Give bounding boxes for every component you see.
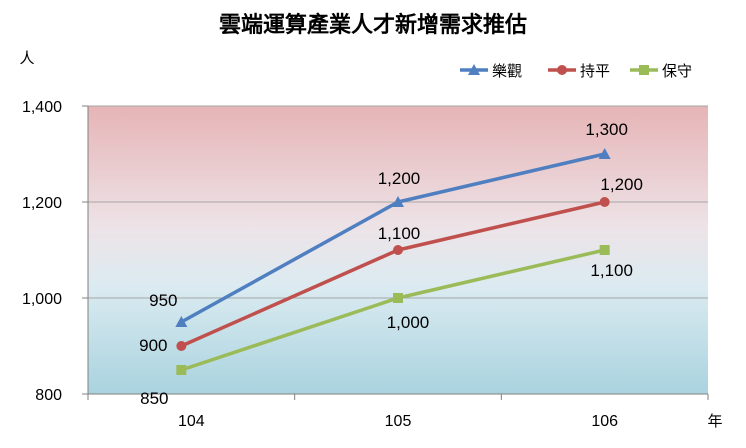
data-label: 1,000 (387, 313, 430, 332)
legend-marker (468, 64, 480, 75)
x-tick-label: 106 (591, 413, 618, 430)
legend: 樂觀 持平 保守 (460, 62, 692, 80)
legend-marker (557, 65, 567, 75)
series-樂觀: 950 1,200 1,300 (149, 120, 628, 327)
legend-marker (639, 65, 649, 75)
data-label: 1,100 (590, 261, 633, 280)
legend-label: 持平 (580, 62, 610, 80)
data-point (393, 245, 403, 255)
legend-label: 保守 (662, 62, 692, 80)
data-point (392, 196, 404, 207)
y-axis-unit: 人 (19, 49, 34, 67)
data-point (175, 316, 188, 327)
x-tick-label: 104 (178, 413, 205, 430)
legend-item: 樂觀 (460, 62, 522, 80)
data-label: 850 (140, 389, 168, 408)
legend-item: 保守 (630, 62, 692, 80)
data-label: 1,200 (600, 175, 643, 194)
data-label: 1,100 (378, 224, 421, 243)
data-point (393, 293, 403, 303)
y-tick-label: 1,200 (22, 195, 62, 212)
data-point (598, 148, 611, 159)
series-保守: 850 1,000 1,100 (140, 245, 633, 408)
data-point (599, 245, 610, 255)
data-point (176, 341, 187, 351)
x-axis-unit: 年 (707, 412, 722, 430)
legend-item: 持平 (548, 62, 610, 80)
data-label: 1,300 (585, 120, 628, 139)
data-point (176, 365, 187, 375)
y-tick-label: 1,400 (22, 99, 62, 116)
series-持平: 900 1,100 1,200 (139, 175, 643, 355)
chart-title: 雲端運算產業人才新增需求推估 (219, 12, 527, 38)
data-label: 900 (139, 336, 167, 355)
y-tick-label: 1,000 (22, 291, 62, 308)
data-point (599, 197, 610, 207)
legend-label: 樂觀 (492, 62, 522, 80)
x-tick-label: 105 (385, 413, 412, 430)
data-label: 1,200 (378, 169, 421, 188)
y-tick-label: 800 (35, 387, 62, 404)
data-label: 950 (149, 291, 177, 310)
